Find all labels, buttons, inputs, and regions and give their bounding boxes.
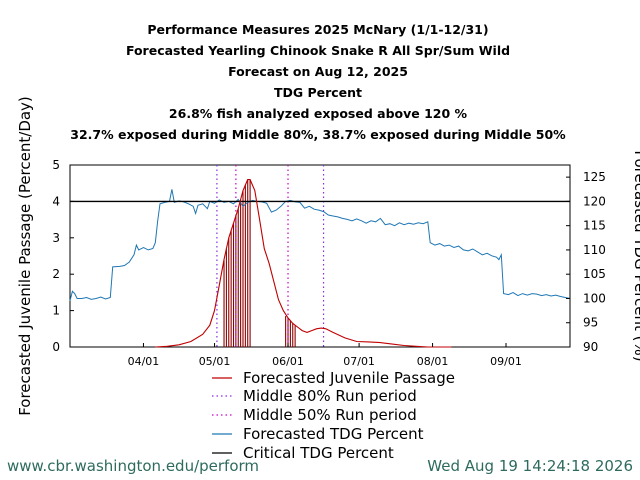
exposure-bars [223,179,296,347]
title-line-4: TDG Percent [274,85,362,100]
plot-frame [69,164,571,348]
y2-tick-label-0: 90 [583,340,598,354]
x-tick-label-3: 07/01 [343,355,375,368]
y-tick-label-2: 2 [52,267,60,281]
legend-label-3: Forecasted TDG Percent [243,425,424,443]
footer-timestamp: Wed Aug 19 14:24:18 2026 [427,457,633,475]
x-tick-label-5: 09/01 [490,355,522,368]
chart-titles: Performance Measures 2025 McNary (1/1-12… [70,22,566,142]
legend-label-2: Middle 50% Run period [243,406,417,424]
y2-tick-label-2: 100 [583,291,606,305]
legend-label-4: Critical TDG Percent [243,444,394,462]
title-line-5: 26.8% fish analyzed exposed above 120 % [169,106,468,121]
run-period-lines [216,165,325,347]
title-line-6: 32.7% exposed during Middle 80%, 38.7% e… [70,127,566,142]
title-line-2: Forecasted Yearling Chinook Snake R All … [126,43,510,58]
legend-label-1: Middle 80% Run period [243,387,417,405]
y-tick-label-1: 1 [52,304,60,318]
y2-tick-label-6: 120 [583,194,606,208]
title-line-3: Forecast on Aug 12, 2025 [228,64,408,79]
x-tick-label-4: 08/01 [417,355,449,368]
x-axis-ticks: 04/01 05/01 06/01 07/01 08/01 09/01 [128,343,522,368]
y2-tick-label-7: 125 [583,170,606,184]
y2-tick-label-5: 115 [583,219,606,233]
passage-series [155,179,452,348]
y-axis-label: Forecasted Juvenile Passage (Percent/Day… [16,96,34,416]
x-tick-label-0: 04/01 [128,355,160,368]
right-axis-ticks: 90 95 100 105 110 115 120 125 [566,170,606,354]
footer-url: www.cbr.washington.edu/perform [7,457,259,475]
y-tick-label-0: 0 [52,340,60,354]
x-tick-label-2: 06/01 [272,355,304,368]
title-line-1: Performance Measures 2025 McNary (1/1-12… [147,22,488,37]
tdg-line [69,189,571,302]
y2-tick-label-3: 105 [583,267,606,281]
y-tick-label-3: 3 [52,231,60,245]
y-tick-label-4: 4 [52,194,60,208]
y2-tick-label-4: 110 [583,243,606,257]
tdg-series [69,189,571,302]
legend-label-0: Forecasted Juvenile Passage [243,369,455,387]
y-tick-label-5: 5 [52,158,60,172]
y2-tick-label-1: 95 [583,316,598,330]
passage-line [155,179,452,348]
x-tick-label-1: 05/01 [199,355,231,368]
left-axis-ticks: 0 1 2 3 4 5 [52,158,74,354]
y2-axis-label: Forecasted TDG Percent (%) [631,150,640,361]
